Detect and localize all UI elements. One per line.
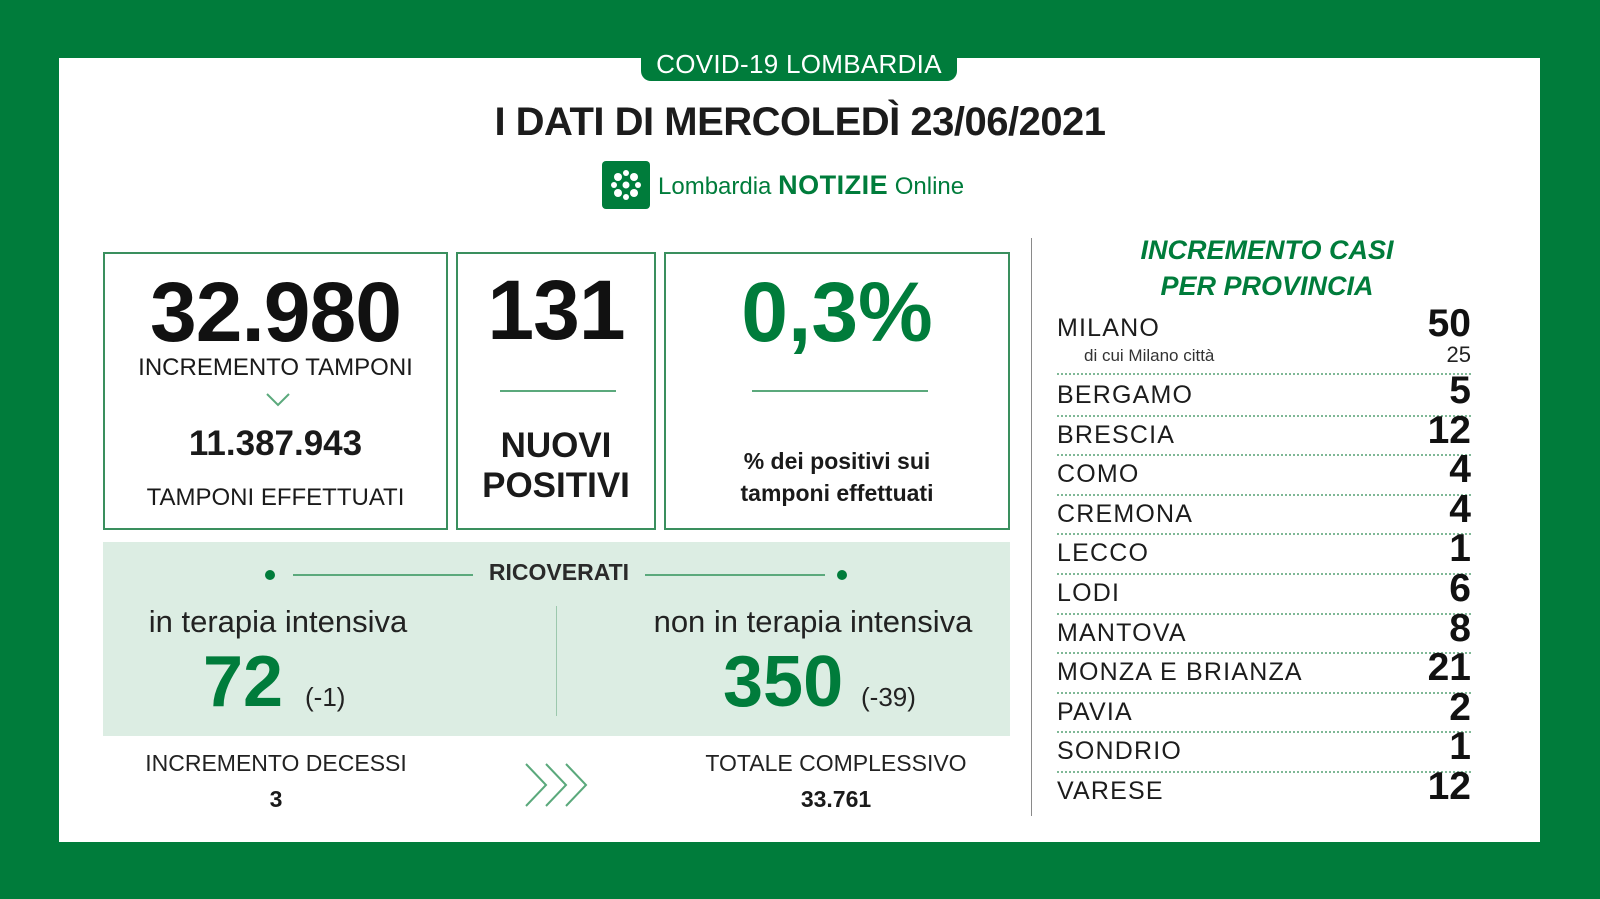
divider (293, 574, 473, 576)
logo-online: Online (894, 172, 965, 200)
province-title: INCREMENTO CASI PER PROVINCIA (1097, 232, 1437, 304)
ricoverati-title: RICOVERATI (488, 559, 630, 585)
province-name: COMO (1057, 460, 1140, 489)
column-separator (1031, 238, 1032, 816)
percent-box: 0,3% % dei positivi sui tamponi effettua… (664, 252, 1010, 530)
province-name: BRESCIA (1057, 420, 1176, 449)
logo-text: Lombardia NOTIZIE Online (658, 170, 964, 201)
province-row: PAVIA 2 (1057, 686, 1471, 734)
milano-city-label: di cui Milano città (1084, 346, 1215, 365)
non-intensive-value: 350 (723, 642, 844, 722)
province-title-2: PER PROVINCIA (1160, 271, 1374, 301)
province-row: SONDRIO 1 (1057, 725, 1471, 773)
province-value: 4 (1449, 487, 1471, 531)
province-name: LODI (1057, 579, 1121, 607)
province-name: MONZA E BRIANZA (1057, 658, 1303, 687)
ricoverati-panel: RICOVERATI in terapia intensiva 72 (-1) … (103, 542, 1010, 736)
province-row: MANTOVA 8 (1057, 607, 1471, 655)
province-name: LECCO (1057, 539, 1150, 568)
province-name: VARESE (1057, 777, 1164, 805)
non-intensive-delta: (-39) (861, 682, 916, 712)
divider (645, 574, 825, 576)
province-name: PAVIA (1057, 697, 1133, 726)
decessi-total-value: 33.761 (800, 786, 872, 812)
province-title-1: INCREMENTO CASI (1140, 235, 1394, 265)
province-name: MILANO (1057, 314, 1161, 342)
province-row: COMO 4 (1057, 448, 1471, 496)
positivi-box: 131 NUOVI POSITIVI (456, 252, 656, 530)
tamponi-total-value: 11.387.943 (188, 424, 363, 463)
percent-label-2: tamponi effettuati (740, 480, 934, 506)
bullet (265, 570, 275, 580)
arrows-right-icon (525, 763, 588, 807)
province-row: VARESE 12 (1057, 765, 1471, 811)
percent-label-1: % dei positivi sui (743, 448, 931, 474)
tamponi-total-label: TAMPONI EFFETTUATI (146, 484, 405, 511)
decessi-total-label: TOTALE COMPLESSIVO (705, 750, 967, 776)
positivi-label-1: NUOVI (500, 426, 612, 465)
intensive-label: in terapia intensiva (148, 604, 408, 639)
decessi-increment-label: INCREMENTO DECESSI (145, 750, 407, 776)
separator (556, 606, 557, 716)
logo-notizie: NOTIZIE (778, 169, 889, 200)
province-row: BERGAMO 5 (1057, 369, 1471, 417)
positivi-value: 131 (487, 263, 625, 357)
logo-lombardia: Lombardia (658, 172, 772, 200)
province-value: 21 (1427, 646, 1471, 690)
percent-value: 0,3% (741, 265, 933, 359)
province-value: 12 (1427, 408, 1471, 452)
province-value: 5 (1449, 369, 1471, 412)
province-value: 1 (1449, 725, 1471, 769)
province-row: BRESCIA 12 (1057, 409, 1471, 457)
province-row: LECCO 1 (1057, 527, 1471, 575)
province-value: 2 (1449, 685, 1471, 729)
province-row: CREMONA 4 (1057, 488, 1471, 536)
divider (752, 390, 928, 392)
page-title: I DATI DI MERCOLEDÌ 23/06/2021 (494, 100, 1106, 144)
province-value: 4 (1449, 448, 1471, 492)
province-value: 12 (1427, 765, 1471, 808)
province-name: BERGAMO (1057, 381, 1194, 409)
province-value: 50 (1427, 302, 1471, 345)
milano-city-value: 25 (1446, 342, 1471, 367)
divider (500, 390, 616, 392)
tamponi-box: 32.980 INCREMENTO TAMPONI 11.387.943 TAM… (103, 252, 448, 530)
chevron-down-icon (266, 393, 290, 407)
province-name: MANTOVA (1057, 618, 1187, 647)
positivi-label-2: POSITIVI (482, 466, 630, 505)
province-value: 6 (1449, 567, 1471, 610)
header-tab: COVID-19 LOMBARDIA (641, 47, 957, 81)
province-row-milano: MILANO 50 di cui Milano città 25 (1057, 302, 1471, 375)
logo: Lombardia NOTIZIE Online (602, 161, 964, 209)
decessi-increment-value: 3 (269, 786, 283, 812)
tamponi-increment-value: 32.980 (150, 265, 402, 359)
bullet (837, 570, 847, 580)
rosa-camuna-icon (602, 161, 650, 209)
non-intensive-label: non in terapia intensiva (653, 604, 973, 639)
province-row: MONZA E BRIANZA 21 (1057, 646, 1471, 694)
province-value: 8 (1449, 606, 1471, 650)
province-name: SONDRIO (1057, 737, 1183, 766)
province-name: CREMONA (1057, 499, 1194, 528)
tamponi-increment-label: INCREMENTO TAMPONI (138, 354, 413, 381)
province-value: 1 (1449, 527, 1471, 571)
intensive-delta: (-1) (305, 682, 346, 712)
province-row: LODI 6 (1057, 567, 1471, 615)
intensive-value: 72 (203, 642, 284, 722)
